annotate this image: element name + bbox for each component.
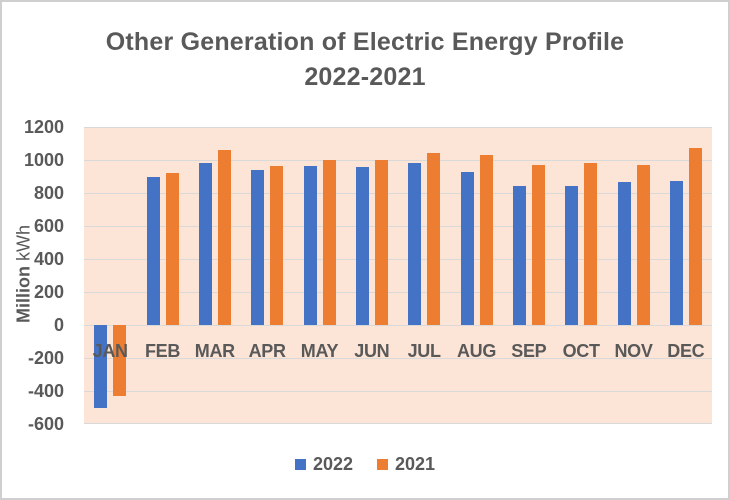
bar-2021-mar	[217, 150, 231, 325]
bar-2021-feb	[165, 173, 179, 325]
y-tick-label: 0	[53, 315, 64, 335]
bar-2022-aug	[460, 172, 474, 325]
chart-title-line1: Other Generation of Electric Energy Prof…	[105, 28, 625, 56]
y-tick-label: 400	[33, 249, 64, 269]
y-axis-tick-labels: 1200 1000 800 600 400 200 0 -200 -400 -600	[2, 117, 64, 434]
gridline	[84, 226, 712, 227]
bar-2022-jan	[94, 325, 108, 408]
month-label-dec: DEC	[667, 341, 705, 361]
legend-item-2021: 2021	[377, 454, 435, 475]
gridline	[84, 259, 712, 260]
y-tick-label: -200	[27, 348, 64, 368]
bar-2022-may	[303, 165, 317, 325]
y-tick-label: 1200	[23, 117, 64, 137]
gridline	[84, 325, 712, 326]
bar-2022-oct	[565, 185, 579, 325]
bar-2021-dec	[688, 148, 702, 325]
chart-legend: 2022 2021	[2, 454, 728, 475]
month-label-apr: APR	[248, 341, 286, 361]
bar-2022-feb	[146, 176, 160, 325]
bar-2022-nov	[617, 182, 631, 325]
bar-2021-jul	[427, 153, 441, 325]
legend-label-2022: 2022	[312, 454, 353, 474]
y-tick-label: 1000	[23, 150, 64, 170]
y-tick-label: 600	[33, 216, 64, 236]
bar-2022-dec	[669, 180, 683, 325]
bar-2021-nov	[636, 164, 650, 325]
bar-2021-may	[322, 160, 336, 325]
bar-2022-mar	[198, 163, 212, 325]
bar-2022-jun	[355, 167, 369, 325]
bar-2022-jul	[408, 163, 422, 325]
gridline	[84, 391, 712, 392]
month-label-aug: AUG	[456, 341, 497, 361]
bar-2021-jun	[374, 160, 388, 325]
gridline	[84, 127, 712, 128]
legend-label-2021: 2021	[395, 454, 436, 474]
gridline	[84, 292, 712, 293]
bar-2021-oct	[584, 163, 598, 325]
legend-swatch-2022	[294, 459, 306, 470]
y-tick-label: -600	[27, 414, 64, 434]
month-label-oct: OCT	[562, 341, 600, 361]
gridline	[84, 160, 712, 161]
bar-2021-sep	[531, 164, 545, 325]
month-label-jul: JUL	[407, 341, 441, 361]
y-tick-label: 800	[33, 183, 64, 203]
gridline	[84, 423, 712, 424]
bar-2022-apr	[251, 169, 265, 325]
month-label-nov: NOV	[614, 341, 653, 361]
month-label-mar: MAR	[194, 341, 235, 361]
bar-2021-aug	[479, 155, 493, 325]
gridline	[84, 358, 712, 359]
legend-item-2022: 2022	[294, 454, 353, 475]
bar-2021-apr	[270, 165, 284, 325]
y-tick-label: -400	[27, 381, 64, 401]
plot-area: JAN FEB MAR APR MAY JUN JUL AUG SEP OCT NOV DEC	[84, 127, 712, 424]
bar-2021-jan	[113, 325, 127, 396]
month-label-sep: SEP	[511, 341, 547, 361]
month-label-jun: JUN	[354, 341, 390, 361]
month-label-feb: FEB	[144, 341, 181, 361]
gridline	[84, 193, 712, 194]
month-label-jan: JAN	[92, 341, 128, 361]
chart-title-line2: 2022-2021	[304, 63, 426, 91]
legend-swatch-2021	[377, 459, 388, 470]
y-tick-label: 200	[33, 282, 64, 302]
month-label-may: MAY	[300, 341, 339, 361]
bar-2022-sep	[512, 185, 526, 325]
